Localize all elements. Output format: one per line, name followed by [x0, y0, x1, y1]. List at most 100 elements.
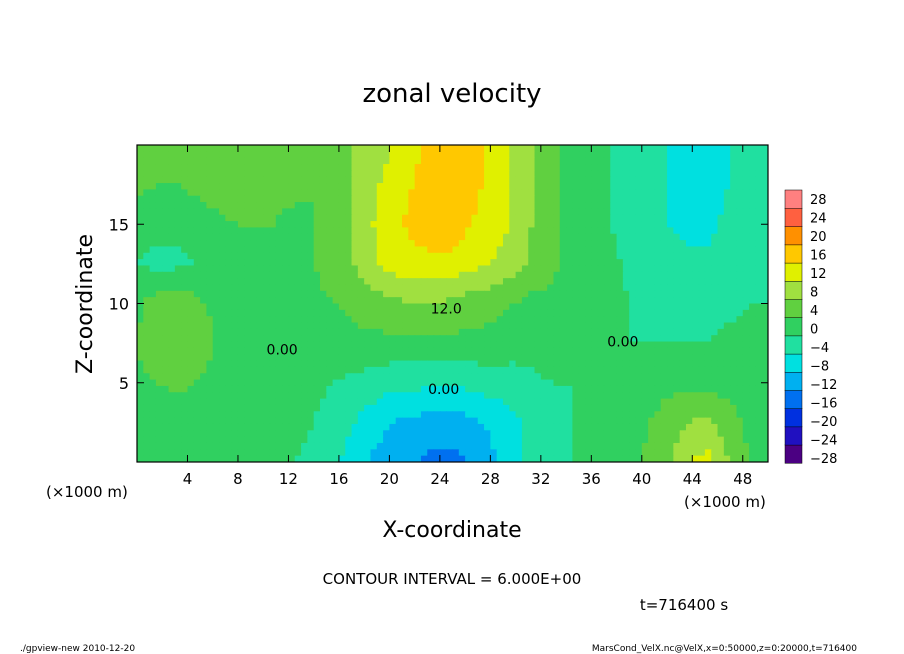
heatmap-cell	[364, 360, 372, 368]
heatmap-cell	[585, 404, 592, 412]
heatmap-cell	[465, 176, 473, 184]
heatmap-cell	[490, 347, 498, 355]
heatmap-cell	[648, 449, 656, 457]
heatmap-cell	[717, 265, 725, 273]
heatmap-cell	[502, 195, 510, 203]
heatmap-cell	[370, 328, 378, 336]
heatmap-cell	[307, 284, 315, 292]
heatmap-cell	[654, 449, 662, 457]
heatmap-cell	[219, 392, 226, 400]
heatmap-cell	[231, 259, 239, 267]
heatmap-cell	[603, 398, 611, 406]
heatmap-cell	[490, 392, 498, 400]
heatmap-cell	[496, 379, 504, 387]
heatmap-cell	[269, 284, 277, 292]
heatmap-cell	[730, 347, 738, 355]
heatmap-cell	[294, 417, 302, 425]
heatmap-cell	[420, 373, 428, 381]
heatmap-cell	[237, 385, 245, 393]
heatmap-cell	[597, 322, 605, 330]
heatmap-cell	[629, 341, 637, 349]
heatmap-cell	[717, 189, 725, 197]
heatmap-cell	[269, 278, 277, 286]
heatmap-cell	[578, 259, 586, 267]
heatmap-cell	[143, 373, 151, 381]
heatmap-cell	[433, 360, 441, 368]
heatmap-cell	[761, 404, 768, 412]
heatmap-cell	[433, 347, 441, 355]
heatmap-cell	[452, 176, 460, 184]
heatmap-cell	[515, 259, 523, 267]
heatmap-cell	[313, 417, 321, 425]
heatmap-cell	[439, 316, 447, 324]
heatmap-cell	[395, 221, 403, 229]
heatmap-cell	[578, 385, 586, 393]
heatmap-cell	[193, 442, 201, 450]
heatmap-cell	[515, 189, 523, 197]
heatmap-cell	[755, 271, 763, 279]
heatmap-cell	[484, 328, 491, 336]
heatmap-cell	[250, 214, 258, 222]
heatmap-cell	[458, 265, 466, 273]
heatmap-cell	[389, 354, 397, 362]
heatmap-cell	[629, 309, 637, 317]
heatmap-cell	[742, 442, 750, 450]
heatmap-cell	[635, 157, 643, 165]
heatmap-cell	[591, 278, 599, 286]
heatmap-cell	[698, 214, 706, 222]
heatmap-cell	[458, 151, 466, 159]
heatmap-cell	[502, 309, 510, 317]
heatmap-cell	[559, 430, 567, 438]
heatmap-cell	[761, 297, 768, 305]
heatmap-cell	[528, 290, 536, 298]
heatmap-cell	[427, 170, 435, 178]
heatmap-cell	[168, 379, 176, 387]
heatmap-cell	[181, 170, 189, 178]
heatmap-cell	[736, 347, 744, 355]
heatmap-cell	[307, 328, 315, 336]
heatmap-cell	[244, 449, 252, 457]
heatmap-cell	[521, 195, 529, 203]
heatmap-cell	[685, 309, 693, 317]
heatmap-cell	[174, 157, 182, 165]
heatmap-cell	[692, 436, 700, 444]
heatmap-cell	[338, 208, 346, 216]
heatmap-cell	[641, 404, 649, 412]
heatmap-cell	[761, 290, 768, 298]
heatmap-cell	[496, 271, 504, 279]
heatmap-cell	[730, 195, 738, 203]
heatmap-cell	[338, 202, 346, 209]
heatmap-cell	[402, 278, 409, 286]
heatmap-cell	[603, 208, 611, 216]
heatmap-cell	[275, 265, 283, 273]
heatmap-cell	[433, 316, 441, 324]
heatmap-cell	[370, 354, 378, 362]
heatmap-cell	[635, 411, 643, 419]
heatmap-cell	[667, 271, 674, 279]
heatmap-cell	[654, 265, 662, 273]
heatmap-cell	[553, 183, 561, 190]
heatmap-cell	[433, 176, 441, 184]
heatmap-cell	[496, 157, 504, 165]
heatmap-cell	[162, 189, 170, 197]
heatmap-cell	[282, 379, 290, 387]
heatmap-cell	[692, 316, 700, 324]
heatmap-cell	[471, 170, 479, 178]
heatmap-cell	[641, 164, 649, 171]
heatmap-cell	[275, 252, 283, 260]
heatmap-cell	[566, 373, 573, 381]
heatmap-cell	[490, 246, 498, 254]
heatmap-cell	[137, 214, 144, 222]
heatmap-cell	[547, 449, 555, 457]
heatmap-cell	[326, 354, 334, 362]
heatmap-cell	[547, 259, 555, 267]
heatmap-cell	[559, 322, 567, 330]
heatmap-cell	[439, 246, 447, 254]
heatmap-cell	[723, 157, 731, 165]
heatmap-cell	[162, 385, 170, 393]
heatmap-cell	[162, 246, 170, 254]
heatmap-cell	[376, 189, 384, 197]
heatmap-cell	[496, 195, 504, 203]
heatmap-cell	[578, 214, 586, 222]
heatmap-cell	[200, 411, 208, 419]
